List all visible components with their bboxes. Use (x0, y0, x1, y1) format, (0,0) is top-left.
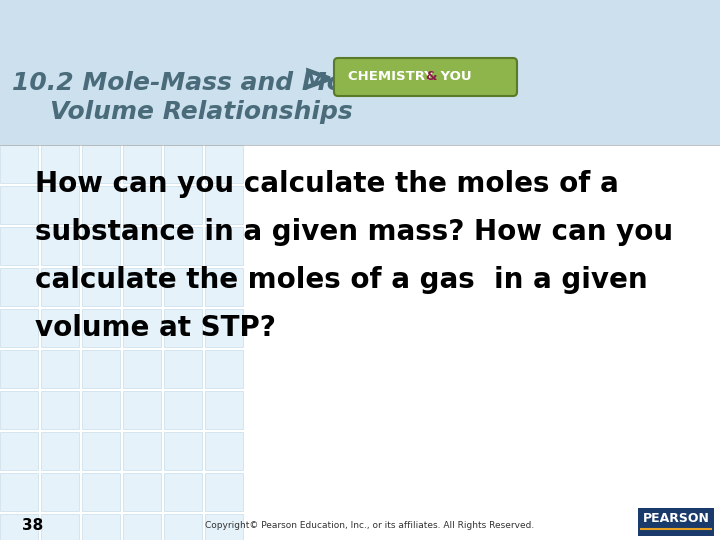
Bar (164, 268, 202, 306)
Bar (164, 473, 202, 511)
Bar (82, 186, 120, 224)
Bar (205, 268, 243, 306)
Bar (41, 145, 79, 183)
Text: CHEMISTRY: CHEMISTRY (348, 71, 438, 84)
Text: How can you calculate the moles of a: How can you calculate the moles of a (35, 170, 618, 198)
Bar (123, 473, 161, 511)
Bar (0, 432, 38, 470)
Bar (123, 309, 161, 347)
Bar (0, 268, 38, 306)
Bar (123, 514, 161, 540)
Bar (164, 350, 202, 388)
Bar (164, 227, 202, 265)
Text: volume at STP?: volume at STP? (35, 314, 276, 342)
Bar (41, 514, 79, 540)
Bar (82, 309, 120, 347)
Bar (82, 391, 120, 429)
Bar (82, 432, 120, 470)
Bar (41, 391, 79, 429)
Bar (164, 514, 202, 540)
Bar (0, 309, 38, 347)
Text: &: & (425, 71, 436, 84)
Bar (0, 186, 38, 224)
Bar (205, 473, 243, 511)
Bar (123, 145, 161, 183)
Bar (164, 145, 202, 183)
Bar (82, 473, 120, 511)
Bar (164, 432, 202, 470)
Bar (0, 391, 38, 429)
Bar (638, 508, 714, 536)
Bar (123, 268, 161, 306)
Bar (205, 432, 243, 470)
Bar (0, 145, 38, 183)
Bar (164, 391, 202, 429)
Bar (41, 350, 79, 388)
Bar (0, 0, 720, 145)
Bar (41, 186, 79, 224)
Bar (123, 350, 161, 388)
Text: 38: 38 (22, 518, 43, 534)
Bar (205, 309, 243, 347)
Bar (205, 227, 243, 265)
Bar (82, 514, 120, 540)
Bar (123, 227, 161, 265)
Bar (82, 350, 120, 388)
Bar (82, 145, 120, 183)
Bar (123, 186, 161, 224)
Bar (205, 145, 243, 183)
Bar (164, 186, 202, 224)
Bar (41, 268, 79, 306)
Bar (0, 350, 38, 388)
Text: substance in a given mass? How can you: substance in a given mass? How can you (35, 218, 673, 246)
FancyBboxPatch shape (334, 58, 517, 96)
Bar (205, 391, 243, 429)
Bar (205, 514, 243, 540)
Bar (205, 186, 243, 224)
Text: >: > (302, 61, 335, 99)
Bar (41, 473, 79, 511)
Bar (41, 227, 79, 265)
Text: YOU: YOU (436, 71, 472, 84)
Text: calculate the moles of a gas  in a given: calculate the moles of a gas in a given (35, 266, 647, 294)
Text: PEARSON: PEARSON (642, 512, 709, 525)
Bar (82, 227, 120, 265)
Bar (41, 432, 79, 470)
Bar (0, 514, 38, 540)
Text: Volume Relationships: Volume Relationships (50, 100, 353, 124)
Text: 10.2 Mole-Mass and Mole-: 10.2 Mole-Mass and Mole- (12, 71, 380, 95)
Bar (123, 391, 161, 429)
Bar (123, 432, 161, 470)
Bar (0, 227, 38, 265)
Text: Copyright© Pearson Education, Inc., or its affiliates. All Rights Reserved.: Copyright© Pearson Education, Inc., or i… (205, 522, 535, 530)
Bar (0, 473, 38, 511)
Bar (82, 268, 120, 306)
Bar (164, 309, 202, 347)
Bar (205, 350, 243, 388)
Bar (41, 309, 79, 347)
